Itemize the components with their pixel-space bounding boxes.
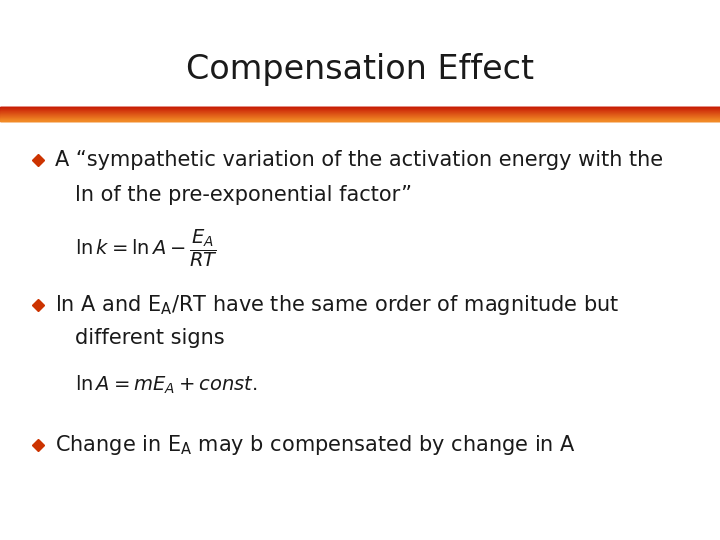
- Text: ln A and $\mathrm{E_A}$/RT have the same order of magnitude but: ln A and $\mathrm{E_A}$/RT have the same…: [55, 293, 619, 317]
- Text: Compensation Effect: Compensation Effect: [186, 53, 534, 86]
- Text: $\ln A = mE_A + const.$: $\ln A = mE_A + const.$: [75, 374, 257, 396]
- Text: A “sympathetic variation of the activation energy with the: A “sympathetic variation of the activati…: [55, 150, 663, 170]
- Text: Change in $\mathrm{E_A}$ may b compensated by change in A: Change in $\mathrm{E_A}$ may b compensat…: [55, 433, 576, 457]
- Text: $\ln k = \ln A - \dfrac{E_A}{RT}$: $\ln k = \ln A - \dfrac{E_A}{RT}$: [75, 227, 218, 269]
- Text: ln of the pre-exponential factor”: ln of the pre-exponential factor”: [75, 185, 412, 205]
- Text: different signs: different signs: [75, 328, 225, 348]
